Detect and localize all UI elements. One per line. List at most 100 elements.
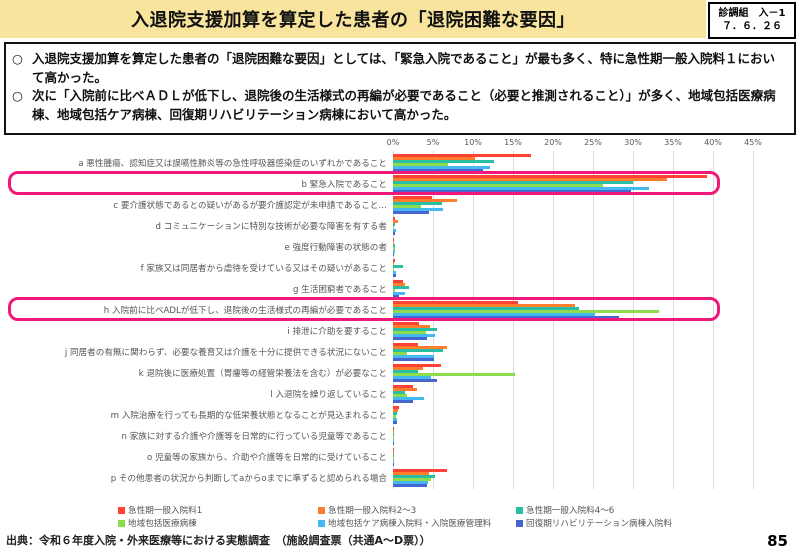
chart-row: h 入院前に比べADLが低下し、退院後の生活様式の再編が必要であること [0, 299, 800, 320]
bar [393, 231, 396, 235]
bar [393, 366, 424, 370]
summary-bullet-1: ○ 入退院支援加算を算定した患者の「退院困難な要因」としては、「緊急入院であるこ… [12, 50, 786, 87]
title-bar: 入退院支援加算を算定した患者の「退院困難な要因」 [0, 0, 706, 38]
bar-group [393, 237, 753, 256]
bar [393, 438, 395, 442]
legend-swatch-icon [118, 519, 125, 527]
chart-row: j 同居者の有無に関わらず、必要な養育又は介護を十分に提供できる状況にないこと [0, 341, 800, 362]
badge-line1: 診調組 入－1 [718, 8, 786, 19]
bar [393, 180, 633, 184]
bar-chart: 0% 5% 10% 15% 20% 25% 30% 35% 40% 45% a 悪性腫瘍、認知症又… [0, 138, 800, 498]
category-label: m 入院治療を行っても長期的な低栄養状態となることが見込まれること [110, 410, 387, 421]
document-ref-badge: 診調組 入－1 ７．６．２６ [708, 2, 796, 39]
bar [393, 369, 418, 373]
bar-group [393, 363, 753, 382]
x-tick-label: 5% [426, 138, 440, 147]
highlight-box [8, 297, 720, 321]
bar [393, 303, 575, 307]
bar [393, 309, 659, 313]
x-tick-label: 25% [584, 138, 602, 147]
x-tick-label: 20% [544, 138, 562, 147]
bar [393, 195, 433, 199]
bar-group [393, 321, 753, 340]
bar [393, 291, 405, 295]
bar [393, 417, 397, 421]
category-label: b 緊急入院であること [301, 179, 387, 190]
bar [393, 393, 408, 397]
bar [393, 174, 707, 178]
bar [393, 471, 429, 475]
legend-item: 回復期リハビリテーション病棟入院料 [516, 517, 672, 529]
bar [393, 348, 443, 352]
bar [393, 207, 443, 211]
bar [393, 462, 394, 466]
bar [393, 168, 483, 172]
bullet-circle-icon: ○ [12, 88, 23, 103]
bar-group [393, 426, 753, 445]
bar [393, 375, 431, 379]
bar [393, 228, 397, 232]
bar [393, 165, 490, 169]
chart-row: i 排泄に介助を要すること [0, 320, 800, 341]
legend-swatch-icon [318, 519, 325, 527]
bar [393, 225, 395, 229]
bar [393, 219, 398, 223]
bar [393, 159, 494, 163]
bar [393, 279, 404, 283]
bar [393, 411, 397, 415]
bar [393, 429, 394, 433]
chart-row: b 緊急入院であること [0, 173, 800, 194]
x-axis-ticks: 0% 5% 10% 15% 20% 25% 30% 35% 40% 45% [387, 138, 762, 150]
summary-bullet-2: ○ 次に「入院前に比べＡＤＬが低下し、退院後の生活様式の再編が必要であること（必… [12, 87, 786, 124]
legend-label: 急性期一般入院料1 [128, 506, 203, 516]
bar [393, 342, 418, 346]
bar [393, 189, 632, 193]
x-tick-label: 10% [464, 138, 482, 147]
chart-row: o 児童等の家族から、介助や介護等を日常的に受けていること [0, 446, 800, 467]
bar [393, 432, 394, 436]
chart-row: m 入院治療を行っても長期的な低栄養状態となることが見込まれること [0, 404, 800, 425]
bar-group [393, 300, 753, 319]
category-label: k 退院後に医療処置（胃瘻等の経管栄養法を含む）が必要なこと [138, 368, 387, 379]
legend-item: 急性期一般入院料2～3 [318, 504, 416, 516]
bar [393, 435, 394, 439]
category-label: h 入院前に比べADLが低下し、退院後の生活様式の再編が必要であること [103, 305, 387, 316]
legend-item: 急性期一般入院料4～6 [516, 504, 614, 516]
bar [393, 300, 518, 304]
bar [393, 357, 434, 361]
chart-row: c 要介護状態であるとの疑いがあるが要介護認定が未申請であること… [0, 194, 800, 215]
bar [393, 372, 516, 376]
bar [393, 156, 475, 160]
bar [393, 336, 427, 340]
x-tick-label: 35% [664, 138, 682, 147]
legend-item: 急性期一般入院料1 [118, 504, 202, 516]
legend-label: 急性期一般入院料2～3 [328, 506, 417, 516]
highlight-box [8, 171, 720, 195]
bar [393, 480, 429, 484]
bar [393, 384, 413, 388]
summary-bullet-2-text: 次に「入院前に比べＡＤＬが低下し、退院後の生活様式の再編が必要であること（必要と… [32, 88, 776, 122]
legend-item: 地域包括医療病棟 [118, 517, 197, 529]
bar [393, 477, 431, 481]
bullet-circle-icon: ○ [12, 51, 23, 66]
chart-row: l 入退院を繰り返していること [0, 383, 800, 404]
bar [393, 204, 421, 208]
bar [393, 390, 405, 394]
bar [393, 351, 408, 355]
bar [393, 414, 397, 418]
bar [393, 483, 428, 487]
page-number: 85 [767, 532, 788, 550]
x-tick-label: 0% [386, 138, 400, 147]
bar [393, 270, 397, 274]
bar [393, 162, 449, 166]
bar [393, 177, 668, 181]
bar [393, 450, 394, 454]
bar [393, 387, 417, 391]
bar-group [393, 174, 753, 193]
bar [393, 273, 397, 277]
bar [393, 354, 434, 358]
bar [393, 288, 396, 292]
category-label: d コミュニケーションに特別な技術が必要な障害を有する者 [155, 221, 387, 232]
x-tick-label: 40% [704, 138, 722, 147]
category-label: o 児童等の家族から、介助や介護等を日常的に受けていること [146, 452, 387, 463]
